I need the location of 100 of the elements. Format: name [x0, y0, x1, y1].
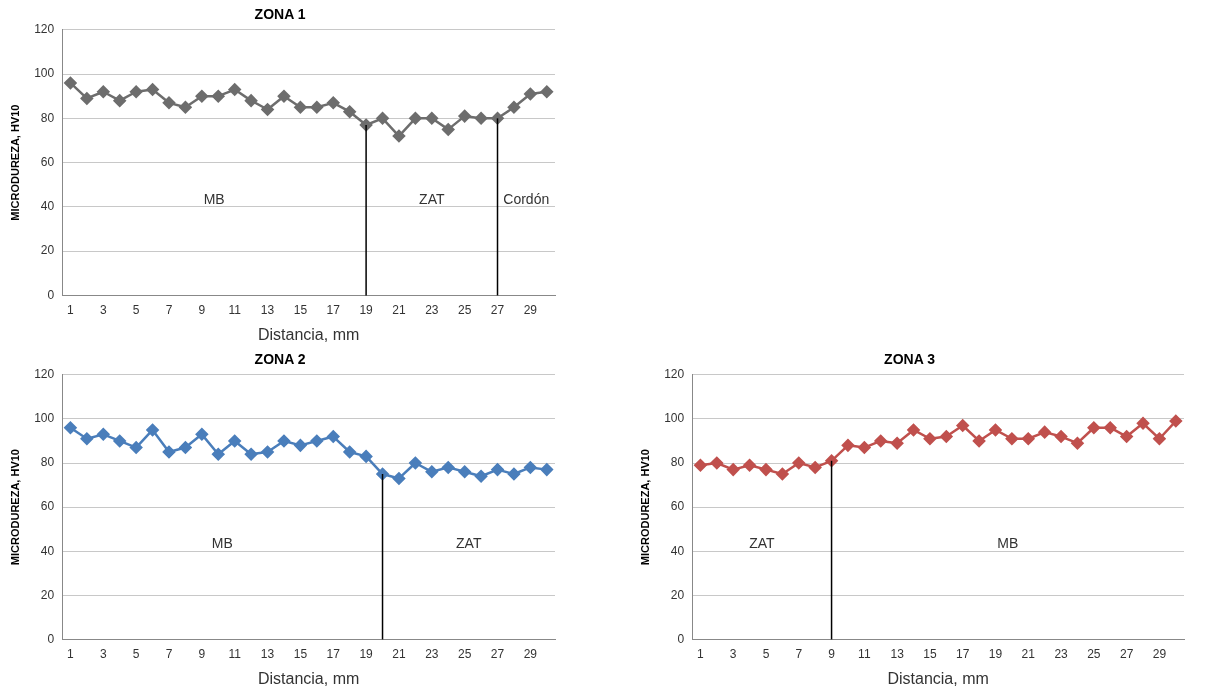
point — [294, 439, 307, 452]
y-tick-label: 60 — [670, 499, 685, 514]
x-tick-label: 19 — [988, 646, 1003, 661]
chart-title: ZONA 3 — [884, 351, 936, 368]
y-tick-label: 0 — [677, 631, 685, 646]
x-tick-label: 27 — [1119, 646, 1134, 661]
point — [441, 461, 455, 474]
point — [146, 83, 159, 96]
point — [1120, 430, 1133, 443]
point — [1071, 436, 1084, 450]
point — [97, 85, 110, 99]
point — [1136, 417, 1150, 430]
y-tick-label: 120 — [34, 367, 55, 382]
point — [1169, 414, 1183, 428]
point — [474, 469, 488, 483]
y-tick-label: 60 — [40, 154, 55, 169]
point — [940, 430, 953, 443]
point — [1087, 421, 1101, 434]
point — [162, 96, 176, 110]
x-tick-label: 1 — [67, 646, 75, 661]
y-tick-label: 100 — [664, 411, 685, 426]
x-tick-label: 29 — [523, 302, 538, 317]
y-axis-title: MICRODUREZA, HV10 — [8, 104, 21, 221]
point — [212, 447, 225, 461]
point — [474, 112, 488, 125]
y-tick-label: 60 — [40, 499, 55, 514]
x-tick-label: 25 — [457, 646, 472, 661]
x-tick-label: 5 — [132, 646, 140, 661]
annotation: MB — [997, 535, 1019, 551]
point — [277, 434, 291, 448]
point — [80, 432, 94, 445]
annotation: MB — [203, 190, 225, 207]
point — [409, 112, 422, 125]
point — [540, 463, 554, 476]
x-axis-title: Distancia, mm — [257, 325, 360, 343]
y-tick-label: 40 — [40, 543, 55, 558]
x-tick-label: 25 — [1087, 646, 1101, 661]
point — [376, 467, 389, 481]
point — [162, 445, 176, 459]
point — [392, 472, 406, 485]
point — [97, 428, 110, 441]
x-tick-label: 11 — [228, 302, 242, 317]
y-tick-label: 20 — [40, 587, 55, 602]
chart-title: ZONA 2 — [254, 351, 306, 368]
x-tick-label: 25 — [457, 302, 472, 317]
point — [458, 465, 471, 479]
x-tick-label: 17 — [326, 646, 341, 661]
point — [1054, 430, 1068, 443]
x-tick-label: 15 — [293, 646, 308, 661]
point — [1038, 425, 1051, 439]
x-tick-label: 7 — [165, 302, 173, 317]
x-tick-label: 13 — [260, 646, 275, 661]
point — [694, 458, 707, 472]
x-tick-label: 19 — [359, 646, 374, 661]
x-tick-label: 3 — [729, 646, 737, 661]
point — [310, 434, 324, 448]
x-tick-label: 3 — [99, 302, 107, 317]
point — [113, 434, 126, 448]
point — [874, 434, 887, 448]
point — [212, 89, 225, 103]
point — [524, 87, 537, 101]
x-tick-label: 17 — [326, 302, 341, 317]
y-tick-label: 0 — [47, 631, 55, 646]
point — [195, 89, 209, 103]
point — [743, 458, 756, 472]
point — [524, 461, 537, 474]
point — [129, 85, 143, 99]
chart-title: ZONA 1 — [254, 6, 306, 23]
point — [441, 123, 455, 136]
point — [425, 465, 439, 479]
point — [726, 463, 740, 476]
x-tick-label: 29 — [523, 646, 538, 661]
point — [179, 441, 192, 454]
point — [80, 92, 94, 105]
point — [491, 112, 504, 125]
x-tick-label: 3 — [99, 646, 107, 661]
point — [841, 439, 855, 452]
annotation: ZAT — [749, 535, 776, 551]
y-tick-label: 120 — [34, 22, 55, 37]
point — [64, 421, 77, 434]
y-tick-label: 40 — [40, 199, 55, 214]
x-tick-label: 29 — [1152, 646, 1167, 661]
x-tick-label: 7 — [795, 646, 803, 661]
point — [907, 423, 920, 437]
point — [458, 109, 471, 123]
point — [294, 101, 307, 114]
x-axis-title: Distancia, mm — [887, 669, 989, 687]
x-tick-label: 7 — [165, 646, 173, 661]
point — [825, 454, 838, 468]
point — [146, 423, 159, 437]
y-tick-label: 100 — [34, 411, 55, 426]
point — [244, 94, 258, 107]
point — [129, 441, 143, 454]
x-tick-label: 11 — [228, 646, 242, 661]
y-tick-label: 80 — [40, 110, 55, 125]
point — [343, 445, 356, 459]
point — [1005, 432, 1019, 445]
x-tick-label: 27 — [490, 302, 505, 317]
annotation: MB — [211, 535, 233, 551]
y-tick-label: 120 — [664, 367, 685, 382]
